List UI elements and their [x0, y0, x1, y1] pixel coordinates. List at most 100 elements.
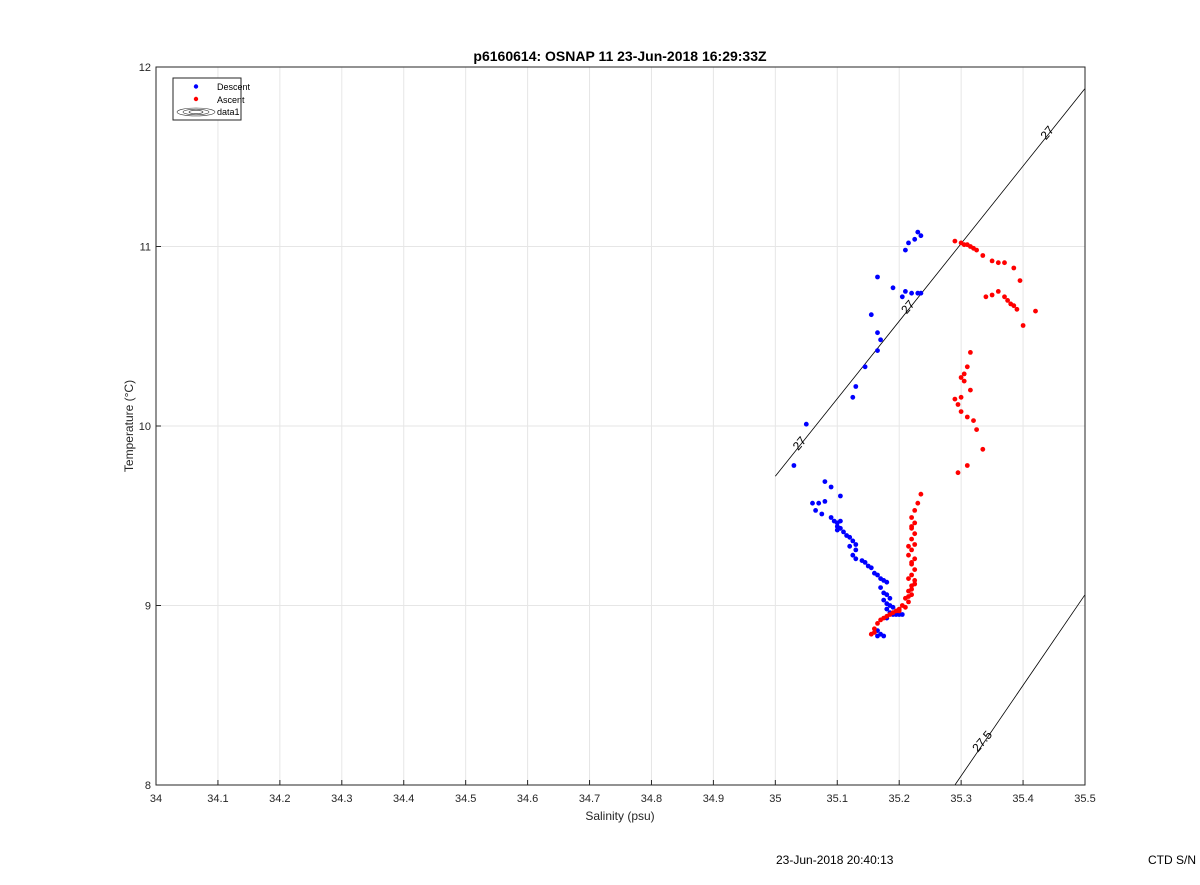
- descent-point: [853, 556, 859, 562]
- descent-point: [847, 543, 853, 549]
- ascent-point: [909, 572, 914, 578]
- x-tick-label: 35: [769, 793, 781, 805]
- x-tick-label: 35.5: [1074, 793, 1095, 805]
- x-tick-label: 34.6: [517, 793, 538, 805]
- ascent-point: [912, 531, 918, 537]
- ascent-point: [964, 364, 970, 370]
- descent-point: [838, 518, 843, 524]
- ascent-point: [912, 567, 918, 572]
- x-tick-label: 34.2: [269, 793, 290, 805]
- ascent-point: [1017, 278, 1023, 283]
- contour-label: 27: [898, 297, 918, 316]
- ascent-point: [912, 542, 918, 547]
- ascent-point: [961, 378, 967, 384]
- ascent-point: [958, 375, 964, 380]
- ascent-point: [912, 581, 918, 587]
- footer-timestamp: 23-Jun-2018 20:40:13: [776, 853, 894, 867]
- ascent-point: [909, 560, 914, 565]
- descent-point: [912, 236, 918, 242]
- x-tick-label: 35.4: [1012, 793, 1033, 805]
- ascent-point: [918, 491, 924, 497]
- descent-point: [887, 595, 893, 601]
- ascent-point: [961, 371, 967, 377]
- ascent-point: [955, 402, 961, 407]
- descent-point: [850, 538, 856, 544]
- descent-point: [813, 508, 818, 513]
- descent-point: [884, 579, 890, 585]
- ascent-point: [878, 617, 883, 623]
- descent-point: [850, 552, 856, 558]
- x-tick-label: 34.5: [455, 793, 476, 805]
- ascent-point: [980, 446, 986, 452]
- axis-ticks: 34 34.1 34.2 34.3 34.4 34.5 34.6 34.7 34.8 34.9 35…: [139, 62, 1096, 805]
- descent-point: [909, 290, 914, 296]
- ascent-point: [968, 387, 973, 393]
- descent-point: [890, 285, 896, 291]
- x-tick-label: 34: [150, 793, 162, 805]
- descent-point: [906, 240, 911, 246]
- descent-point: [850, 394, 856, 400]
- descent-point: [791, 463, 797, 468]
- descent-point: [875, 274, 880, 280]
- contour-label: 27: [1038, 123, 1058, 142]
- ascent-point: [952, 396, 958, 402]
- ascent-point: [906, 543, 911, 549]
- x-tick-label: 35.1: [827, 793, 848, 805]
- contour-label: 27: [790, 434, 810, 453]
- descent-point: [918, 233, 924, 239]
- ascent-point: [952, 238, 958, 244]
- descent-point: [878, 337, 883, 343]
- ascent-point: [971, 418, 976, 423]
- ascent-point: [1014, 306, 1020, 312]
- descent-point: [838, 493, 843, 499]
- ascent-point: [906, 594, 911, 599]
- descent-point: [853, 547, 859, 553]
- x-tick-label: 34.7: [579, 793, 600, 805]
- descent-point: [881, 633, 887, 639]
- descent-point: [838, 525, 843, 531]
- ascent-point: [1002, 260, 1007, 266]
- ascent-point: [912, 520, 918, 526]
- ascent-point: [989, 292, 995, 298]
- x-tick-label: 34.1: [207, 793, 228, 805]
- descent-point: [878, 585, 883, 590]
- legend-ascent-label: Ascent: [217, 95, 245, 105]
- ascent-point: [875, 621, 880, 626]
- y-axis-label: Temperature (°C): [122, 380, 136, 472]
- ascent-point: [968, 350, 973, 355]
- descent-point: [853, 542, 859, 547]
- descent-point: [881, 597, 887, 603]
- x-tick-label: 34.9: [703, 793, 724, 805]
- descent-point: [862, 560, 868, 565]
- ascent-point: [1002, 294, 1007, 300]
- descent-point: [875, 348, 880, 353]
- ascent-point: [896, 608, 902, 614]
- x-tick-label: 35.3: [950, 793, 971, 805]
- legend-ascent-marker: [193, 96, 199, 102]
- descent-point: [875, 572, 880, 578]
- ascent-point: [1033, 308, 1038, 314]
- ascent-point: [989, 258, 995, 264]
- x-axis-label: Salinity (psu): [585, 809, 654, 823]
- legend-data1-label: data1: [217, 107, 240, 117]
- ascent-point: [909, 524, 914, 529]
- ascent-point: [909, 547, 914, 553]
- descent-point: [853, 384, 859, 389]
- ascent-point: [906, 552, 911, 558]
- ascent-point: [1011, 265, 1017, 271]
- descent-point: [903, 247, 908, 253]
- descent-point: [884, 592, 890, 598]
- legend-descent-label: Descent: [217, 82, 251, 92]
- ascent-point: [995, 260, 1001, 266]
- descent-point: [918, 290, 924, 296]
- descent-point: [903, 289, 908, 294]
- descent-point: [899, 612, 905, 617]
- x-tick-label: 34.4: [393, 793, 414, 805]
- descent-point: [822, 479, 828, 484]
- descent-point: [875, 330, 880, 336]
- ascent-point: [964, 463, 970, 468]
- y-tick-label: 9: [145, 601, 151, 613]
- ascent-point: [872, 626, 877, 632]
